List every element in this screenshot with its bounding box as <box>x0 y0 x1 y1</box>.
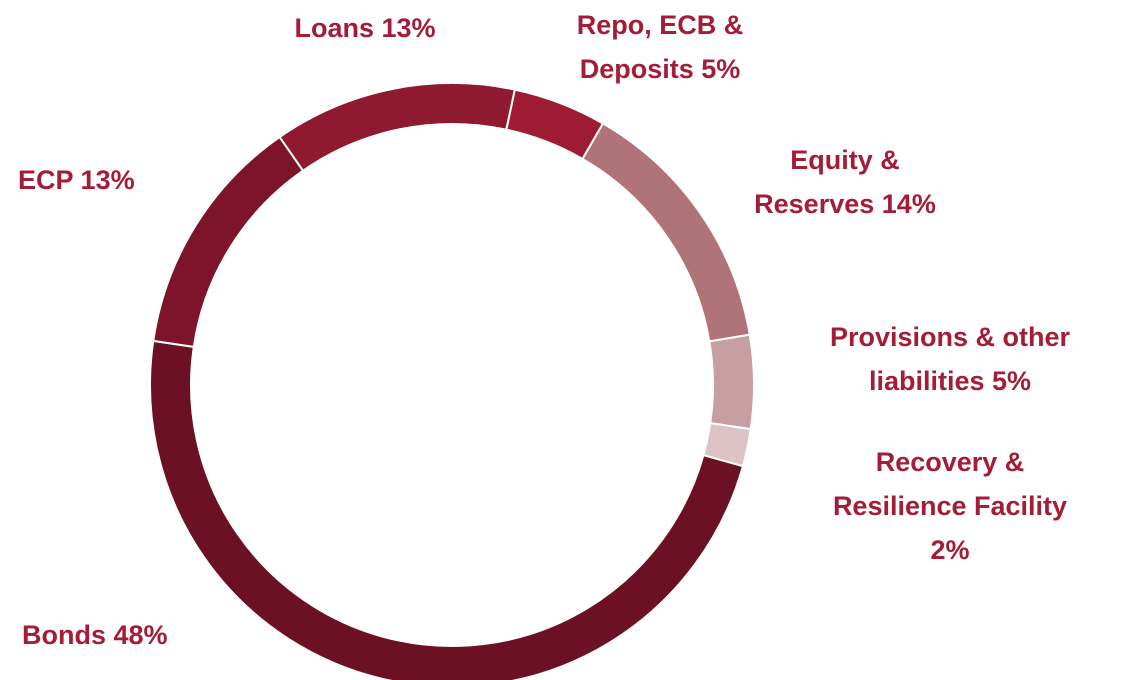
segment-label: ECP 13% <box>18 158 318 202</box>
segment-label: Loans 13% <box>240 6 490 50</box>
category-label: Equity & Reserves <box>754 145 900 219</box>
donut-segment <box>581 122 751 343</box>
category-label: ECP <box>18 165 74 195</box>
donut-segment <box>708 333 755 431</box>
donut-segment <box>278 82 516 173</box>
segment-label: Repo, ECB & Deposits 5% <box>560 3 760 91</box>
category-label: Recovery & Resilience Facility <box>832 447 1068 521</box>
category-label: Provisions & other liabilities <box>829 322 1071 396</box>
value-label: 5% <box>992 366 1032 396</box>
value-label: 2% <box>930 535 970 565</box>
value-label: 13% <box>80 165 135 195</box>
segment-label: Provisions & other liabilities 5% <box>820 315 1080 403</box>
segment-label: Bonds 48% <box>22 613 322 657</box>
value-label: 14% <box>881 189 936 219</box>
category-label: Bonds <box>22 620 106 650</box>
segment-label: Equity & Reserves 14% <box>740 138 950 226</box>
value-label: 13% <box>381 13 436 43</box>
value-label: 48% <box>113 620 168 650</box>
category-label: Loans <box>294 13 374 43</box>
value-label: 5% <box>701 54 741 84</box>
category-label: Repo, ECB & Deposits <box>576 10 744 84</box>
segment-label: Recovery & Resilience Facility 2% <box>820 440 1080 572</box>
